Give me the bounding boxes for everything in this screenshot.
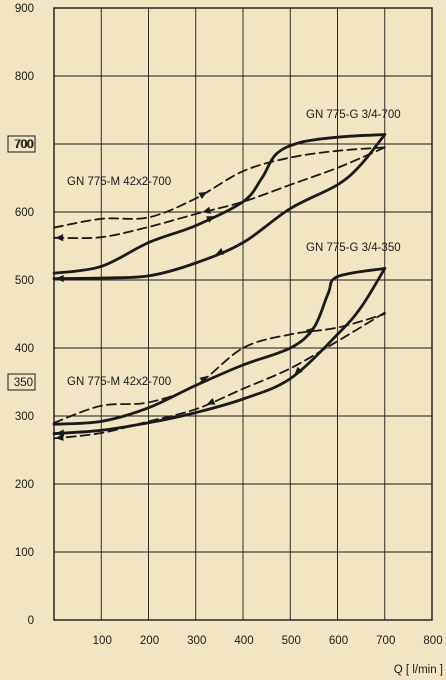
flow-direction-arrow xyxy=(55,274,64,283)
boxed-y-tick-label: 700 xyxy=(14,139,33,151)
x-tick-label: 400 xyxy=(234,635,253,647)
y-tick-label: 700 xyxy=(15,139,34,151)
y-tick-label: 200 xyxy=(15,479,34,491)
y-tick-label: 800 xyxy=(15,71,34,83)
y-tick-label: 300 xyxy=(15,411,34,423)
flow-direction-arrow xyxy=(294,366,303,375)
x-tick-label: 800 xyxy=(423,635,442,647)
flow-direction-arrow xyxy=(198,191,207,199)
x-axis-label: Q [ l/min ] xyxy=(394,664,443,676)
boxed-y-tick-label: 350 xyxy=(14,377,33,389)
solid-curve-lower xyxy=(52,267,387,426)
y-tick-label: 100 xyxy=(15,547,34,559)
dashed-curve-lower xyxy=(53,313,386,424)
x-tick-label: 300 xyxy=(187,635,206,647)
x-tick-label: 700 xyxy=(376,635,395,647)
flow-direction-arrow xyxy=(199,375,208,384)
annotation-lower-right: GN 775-G 3/4-350 xyxy=(306,242,401,254)
dashed-curve-upper xyxy=(53,146,386,229)
y-tick-label: 600 xyxy=(15,207,34,219)
flow-direction-arrow xyxy=(305,327,314,336)
dashed-curve-lower xyxy=(53,311,386,440)
direction-arrows xyxy=(55,191,314,441)
boxed-tick-frame xyxy=(7,135,36,153)
y-tick-label: 400 xyxy=(15,343,34,355)
x-tick-label: 600 xyxy=(329,635,348,647)
flow-direction-arrow xyxy=(215,248,225,255)
y-tick-label: 900 xyxy=(15,3,34,15)
y-tick-label: 500 xyxy=(15,275,34,287)
flow-direction-arrow xyxy=(55,433,64,441)
solid-curve-lower xyxy=(52,267,387,436)
annotation-lower-left: GN 775-M 42x2-700 xyxy=(67,376,171,388)
grid xyxy=(53,7,433,621)
flow-direction-arrow xyxy=(202,206,211,214)
boxed-tick-frame xyxy=(7,373,36,391)
plot-frame xyxy=(53,7,433,621)
solid-curve-upper xyxy=(52,133,387,275)
dashed-curve-upper xyxy=(53,146,386,240)
solid-curve-upper xyxy=(52,133,387,280)
x-tick-label: 200 xyxy=(140,635,159,647)
annotation-upper-right: GN 775-G 3/4-700 xyxy=(306,109,401,121)
flow-direction-arrow xyxy=(206,398,216,405)
x-tick-label: 100 xyxy=(93,635,112,647)
annotation-upper-left: GN 775-M 42x2-700 xyxy=(67,176,171,188)
x-tick-label: 500 xyxy=(282,635,301,647)
flow-direction-arrow xyxy=(206,216,215,223)
y-tick-label: 0 xyxy=(28,615,34,627)
series xyxy=(52,133,387,440)
x-tick-labels: 100 200 300 400 500 600 700 800 xyxy=(93,635,443,647)
flow-direction-arrow xyxy=(55,234,64,242)
